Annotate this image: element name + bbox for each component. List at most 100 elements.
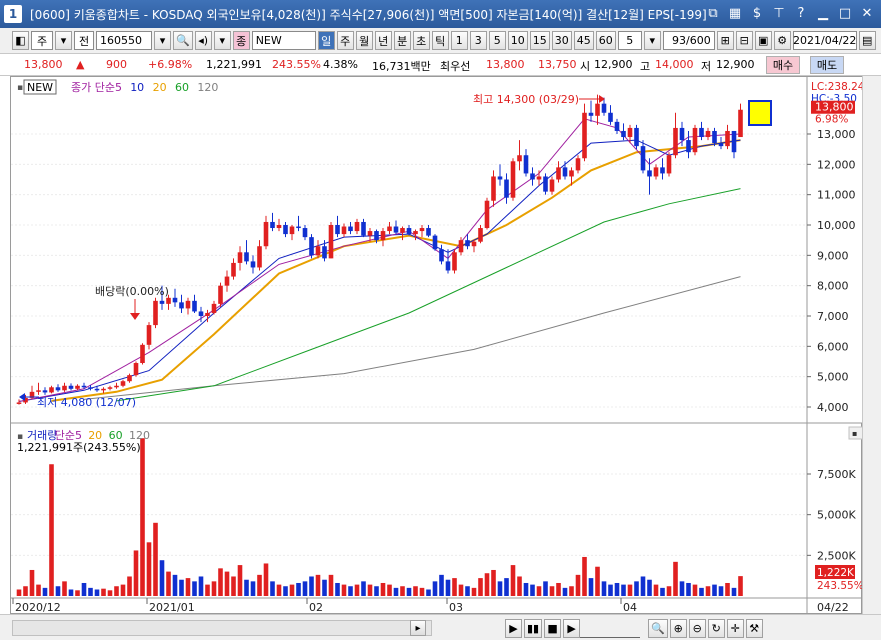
calendar-icon[interactable]: ▤ [858,31,876,50]
volume-bar [315,574,321,596]
volume-bar [276,584,282,596]
volume-bar [29,569,35,596]
volume-menu-icon[interactable]: ▪ [17,432,23,442]
speed-slider[interactable] [580,619,640,638]
chevron-down-icon[interactable]: ▾ [55,31,72,50]
maximize-icon[interactable]: □ [838,6,852,21]
stock-name-field[interactable]: NEW [251,31,316,50]
tools-icon[interactable]: ⚒ [745,619,763,638]
horizontal-scrollbar[interactable] [12,620,432,636]
volume-bar [335,582,340,596]
scroll-thumb[interactable]: ▸ [410,620,426,636]
panel-toggle-icon[interactable]: ▪ [852,429,857,438]
interval-week[interactable]: 주 [336,31,354,50]
search-icon[interactable]: 🔍 [173,31,193,50]
volume-grid [11,473,807,556]
volume-bar [289,584,295,596]
interval-tick[interactable]: 틱 [431,31,449,50]
prev-button[interactable]: 전 [74,31,94,50]
volume-bar [458,584,464,596]
code-dropdown-icon[interactable]: ▾ [154,31,171,50]
pause-icon[interactable]: ▮▮ [524,619,543,638]
layout-icon[interactable]: ◧ [12,31,29,50]
stop-icon[interactable]: ■ [544,619,562,638]
last-price-tag-bg [811,100,855,114]
zoom-out-icon[interactable]: ⊟ [735,31,753,50]
volume-bar [608,584,613,596]
search-zoom-icon[interactable]: 🔍 [648,619,668,638]
count-dropdown-icon[interactable]: ▾ [643,31,661,50]
interval-day[interactable]: 일 [317,31,335,50]
number-button-1[interactable]: 1 [450,31,468,50]
number-button-30[interactable]: 30 [551,31,572,50]
next-icon[interactable]: ▶ [563,619,581,638]
volume-bar [302,581,308,596]
volume-bar [198,576,204,596]
new-badge[interactable]: NEW [27,81,53,94]
number-button-60[interactable]: 60 [595,31,616,50]
zoom-in-icon[interactable]: ⊞ [716,31,734,50]
grid-icon[interactable]: ▦ [728,6,742,21]
number-button-45[interactable]: 45 [573,31,594,50]
settings-icon[interactable]: ⚙ [773,31,791,50]
chart-svg[interactable]: 4,000 5,000 6,000 7,000 8,000 9,000 10,000 11,0… [11,77,865,615]
volume-bar [393,587,399,596]
candle-body [315,246,321,256]
candle-body [42,390,48,393]
refresh-icon[interactable]: ↻ [707,619,725,638]
number-button-5[interactable]: 5 [488,31,506,50]
pin-icon[interactable]: ⊤ [773,6,785,21]
candle-body [575,158,581,171]
volume-bar [55,586,61,596]
chart-area[interactable]: 4,000 5,000 6,000 7,000 8,000 9,000 10,000 11,0… [10,76,865,615]
new-badge-frame[interactable] [23,79,57,95]
help-icon[interactable]: ? [797,6,805,21]
volume-bar [556,582,561,596]
minimize-icon[interactable]: ▁ [818,6,828,21]
candle-body [218,285,223,304]
zoom-in-bottom-icon[interactable]: ⊕ [669,619,687,638]
dollar-icon[interactable]: $ [752,6,762,21]
crosshair-icon[interactable]: ✛ [726,619,744,638]
count-input[interactable]: 5 [617,31,642,50]
candle-body [205,312,210,316]
interval-year[interactable]: 년 [374,31,392,50]
volume-bar [49,464,54,596]
candle-body [484,200,490,229]
current-bar-marker[interactable] [748,100,772,126]
candle-body [471,241,477,247]
link-icon[interactable]: ⧉ [708,6,718,21]
close-icon[interactable]: ✕ [861,6,873,21]
volume-bars [16,438,743,596]
volume-bar [692,584,698,596]
stock-code-input[interactable]: 160550 [96,31,152,50]
panel-menu-icon[interactable]: ▪ [17,83,23,93]
candle-body [731,130,737,153]
volume-bar [250,581,256,596]
interval-second[interactable]: 초 [412,31,430,50]
buy-button[interactable]: 매수 [766,56,800,74]
candle-body [491,176,496,201]
interval-minute[interactable]: 분 [393,31,411,50]
number-button-10[interactable]: 10 [507,31,528,50]
speaker-icon[interactable]: ◂) [194,31,212,50]
period-select[interactable]: 주 [31,31,53,50]
interval-month[interactable]: 월 [355,31,373,50]
page-counter[interactable]: 93/600 [662,31,715,50]
candle-body [725,130,730,147]
candle-body [361,221,366,236]
date-input[interactable]: 2021/04/22 [792,31,857,50]
speaker-dropdown-icon[interactable]: ▾ [213,31,231,50]
volume-bar [283,586,288,596]
volume-tick-label: 5,000K [817,509,856,522]
volume-bar [244,579,249,596]
save-icon[interactable]: ▣ [754,31,772,50]
candle-body [387,226,392,232]
number-button-15[interactable]: 15 [529,31,550,50]
play-icon[interactable]: ▶ [505,619,522,638]
price-tick-label: 11,000 [817,189,856,202]
zoom-out-bottom-icon[interactable]: ⊖ [688,619,706,638]
sell-button[interactable]: 매도 [810,56,844,74]
number-button-3[interactable]: 3 [469,31,487,50]
